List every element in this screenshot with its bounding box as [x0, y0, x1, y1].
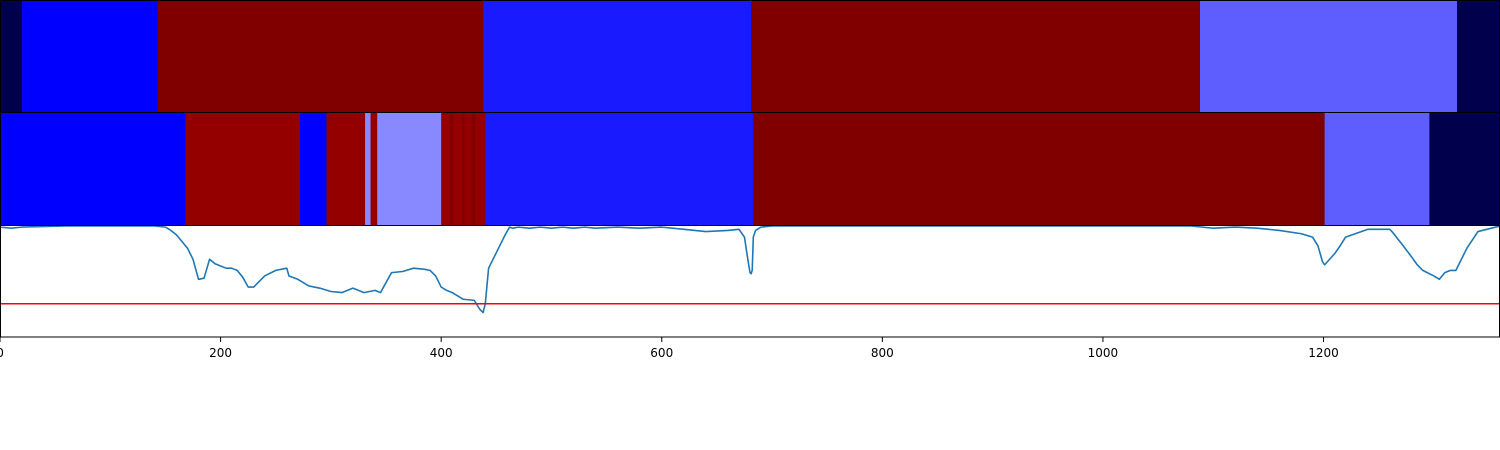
middle-segment-10 [462, 113, 465, 225]
middle-segment-2 [300, 113, 327, 225]
top-segment-1 [22, 1, 159, 112]
x-tick-label-1200: 1200 [1308, 346, 1339, 360]
top-segment-4 [751, 1, 1201, 112]
x-tick-label-200: 200 [209, 346, 232, 360]
x-tick-label-400: 400 [430, 346, 453, 360]
top-segment-band [0, 0, 1500, 113]
signal-line [0, 225, 1500, 314]
x-tick-label-800: 800 [871, 346, 894, 360]
middle-segment-9 [453, 113, 463, 225]
middle-segment-16 [1324, 113, 1430, 225]
top-segment-3 [483, 1, 752, 112]
middle-segment-band [0, 112, 1500, 226]
middle-segment-8 [450, 113, 454, 225]
top-segment-2 [157, 1, 484, 112]
middle-segment-1 [185, 113, 301, 225]
top-segment-6 [1456, 1, 1500, 112]
middle-segment-4 [365, 113, 371, 225]
middle-segment-3 [326, 113, 366, 225]
x-axis: 0 200 400 600 800 1000 1200 [0, 337, 1339, 360]
middle-segment-14 [485, 113, 754, 225]
line-plot-frame [0, 225, 1500, 338]
top-segment-5 [1200, 1, 1458, 112]
middle-segment-7 [441, 113, 451, 225]
x-tick-label-600: 600 [650, 346, 673, 360]
bottom-line-plot [0, 225, 1500, 338]
middle-segment-13 [475, 113, 486, 225]
middle-segment-5 [370, 113, 378, 225]
middle-segment-11 [464, 113, 473, 225]
middle-segment-17 [1429, 113, 1500, 225]
top-segment-0 [0, 1, 23, 112]
x-tick-label-1000: 1000 [1088, 346, 1119, 360]
middle-segment-0 [0, 113, 186, 225]
middle-segment-6 [377, 113, 442, 225]
x-tick-label-0: 0 [0, 346, 4, 360]
middle-segment-12 [472, 113, 476, 225]
middle-segment-15 [753, 113, 1326, 225]
